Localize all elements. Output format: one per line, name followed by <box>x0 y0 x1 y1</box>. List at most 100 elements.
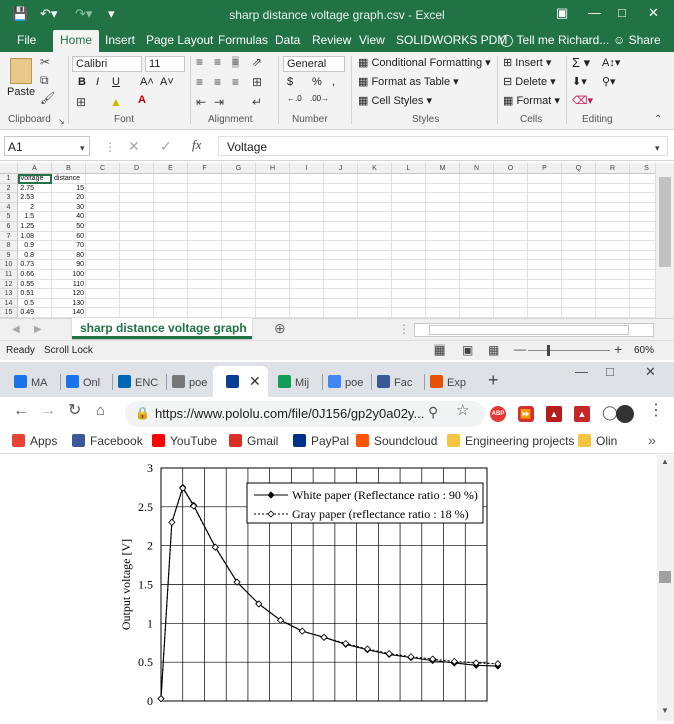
lightbulb-extension-icon[interactable]: ◯ <box>602 404 618 420</box>
align-top-icon[interactable]: ≡ <box>196 55 204 69</box>
column-header[interactable]: B <box>52 163 86 174</box>
fill-icon[interactable]: ⬇▾ <box>572 76 587 88</box>
merge-center-icon[interactable]: ⊞ <box>252 75 263 89</box>
column-header[interactable]: J <box>324 163 358 174</box>
ribbon-display-icon[interactable]: ▣ <box>556 5 569 20</box>
table-cell[interactable]: 0.51 <box>20 290 34 298</box>
sheet-tab[interactable]: sharp distance voltage graph <box>72 318 252 339</box>
row-header[interactable]: 11 <box>0 270 18 280</box>
bookmark-item[interactable]: Olin <box>578 434 617 448</box>
zoom-in-icon[interactable]: + <box>614 341 623 357</box>
horizontal-scrollbar[interactable] <box>414 323 654 337</box>
conditional-formatting-button[interactable]: ▦ Conditional Formatting ▾ <box>358 57 491 69</box>
table-cell[interactable]: 2 <box>30 203 34 211</box>
expand-formula-icon[interactable]: ▾ <box>655 143 660 153</box>
format-cells-button[interactable]: ▦ Format ▾ <box>503 95 560 107</box>
table-cell[interactable]: 50 <box>76 223 84 230</box>
row-header[interactable]: 4 <box>0 202 18 213</box>
reload-icon[interactable]: ↻ <box>68 402 82 419</box>
extension-forward-icon[interactable]: ⏩ <box>518 406 534 422</box>
column-header[interactable]: Q <box>562 163 596 174</box>
close-tab-icon[interactable]: ✕ <box>249 373 261 389</box>
table-cell[interactable]: 60 <box>76 232 84 240</box>
close-icon[interactable]: ✕ <box>648 5 659 20</box>
share-button[interactable]: ☺ Share <box>613 33 661 47</box>
delete-cells-button[interactable]: ⊟ Delete ▾ <box>503 76 556 88</box>
paste-button[interactable]: Paste <box>7 86 36 98</box>
vertical-scrollbar[interactable] <box>655 163 674 318</box>
row-header[interactable]: 12 <box>0 279 18 290</box>
table-cell[interactable]: 30 <box>76 203 84 211</box>
browser-tab[interactable]: Exp <box>430 375 478 389</box>
borders-icon[interactable]: ⊞ <box>76 95 87 109</box>
align-middle-icon[interactable]: ≡ <box>214 55 222 69</box>
close-icon[interactable]: ✕ <box>645 364 656 379</box>
normal-view-icon[interactable]: ▦ <box>434 343 446 357</box>
home-icon[interactable]: ⌂ <box>96 402 106 419</box>
tab-formulas[interactable]: Formulas <box>218 33 269 47</box>
minimize-icon[interactable]: — <box>575 364 588 379</box>
column-header[interactable]: L <box>392 163 426 174</box>
row-header[interactable]: 13 <box>0 289 18 299</box>
table-cell[interactable]: 90 <box>76 261 84 269</box>
orientation-icon[interactable]: ⇗ <box>252 55 263 69</box>
column-header[interactable]: P <box>528 163 562 174</box>
bookmark-item[interactable]: Gmail <box>229 434 278 448</box>
browser-tab[interactable] <box>226 375 246 389</box>
format-painter-icon[interactable]: 🖌 <box>40 91 56 105</box>
select-all-corner[interactable] <box>0 163 18 174</box>
tab-file[interactable]: File <box>17 33 37 47</box>
table-cell[interactable]: distance <box>54 175 81 182</box>
tab-home[interactable]: Home <box>53 30 100 52</box>
table-cell[interactable]: 0.55 <box>20 280 34 288</box>
row-header[interactable]: 10 <box>0 260 18 270</box>
customize-quick-access-icon[interactable]: ▾ <box>108 6 115 21</box>
clear-icon[interactable]: ⌫▾ <box>572 95 594 107</box>
paste-icon[interactable] <box>10 58 32 84</box>
acrobat-extension-icon[interactable]: ▲ <box>574 406 590 422</box>
browser-tab[interactable]: Onl <box>66 375 114 389</box>
fill-color-icon[interactable]: ▲ <box>110 95 122 109</box>
table-cell[interactable]: 70 <box>76 242 84 250</box>
column-header[interactable]: H <box>256 163 290 174</box>
browser-tab[interactable]: poe <box>172 375 220 389</box>
scroll-up-icon[interactable]: ▲ <box>661 457 669 466</box>
table-cell[interactable]: 20 <box>76 194 84 202</box>
redo-icon[interactable]: ↷▾ <box>75 6 93 21</box>
zoom-icon[interactable]: ⚲ <box>428 404 439 420</box>
enter-icon[interactable]: ✓ <box>160 138 172 154</box>
table-cell[interactable]: 110 <box>72 280 84 288</box>
table-cell[interactable]: 1.08 <box>20 232 34 240</box>
bookmark-item[interactable]: Soundcloud <box>356 434 437 448</box>
clipboard-launcher-icon[interactable]: ↘ <box>58 117 65 126</box>
decrease-indent-icon[interactable]: ⇤ <box>196 95 207 109</box>
align-center-icon[interactable]: ≡ <box>214 75 222 89</box>
scroll-thumb[interactable] <box>429 325 629 335</box>
page-break-view-icon[interactable]: ▦ <box>488 343 500 357</box>
zoom-slider[interactable] <box>528 345 610 356</box>
row-header[interactable]: 6 <box>0 222 18 232</box>
scroll-thumb[interactable] <box>659 177 671 267</box>
back-icon[interactable]: ← <box>13 402 29 419</box>
row-header[interactable]: 3 <box>0 193 18 203</box>
row-header[interactable]: 7 <box>0 231 18 242</box>
column-header[interactable]: E <box>154 163 188 174</box>
table-cell[interactable]: 0.9 <box>24 242 34 250</box>
scroll-thumb[interactable] <box>659 571 671 583</box>
table-cell[interactable]: 2.53 <box>20 194 34 202</box>
table-cell[interactable]: 130 <box>72 299 84 307</box>
profile-avatar[interactable] <box>616 405 634 423</box>
table-cell[interactable]: 2.75 <box>20 184 34 192</box>
page-scrollbar[interactable]: ▲ ▼ <box>657 455 674 721</box>
column-header[interactable]: K <box>358 163 392 174</box>
prev-sheet-icon[interactable]: ◀ <box>12 324 20 335</box>
page-layout-view-icon[interactable]: ▣ <box>462 343 474 357</box>
user-account[interactable]: Richard... <box>558 33 610 47</box>
font-size-select[interactable]: 11 <box>145 56 185 72</box>
increase-indent-icon[interactable]: ⇥ <box>214 95 225 109</box>
adblock-icon[interactable]: ABP <box>490 406 506 422</box>
new-sheet-icon[interactable]: ⊕ <box>274 320 286 336</box>
align-bottom-icon[interactable]: ≡ <box>232 55 240 69</box>
maximize-icon[interactable]: □ <box>606 364 614 379</box>
bookmark-item[interactable]: PayPal <box>293 434 349 448</box>
